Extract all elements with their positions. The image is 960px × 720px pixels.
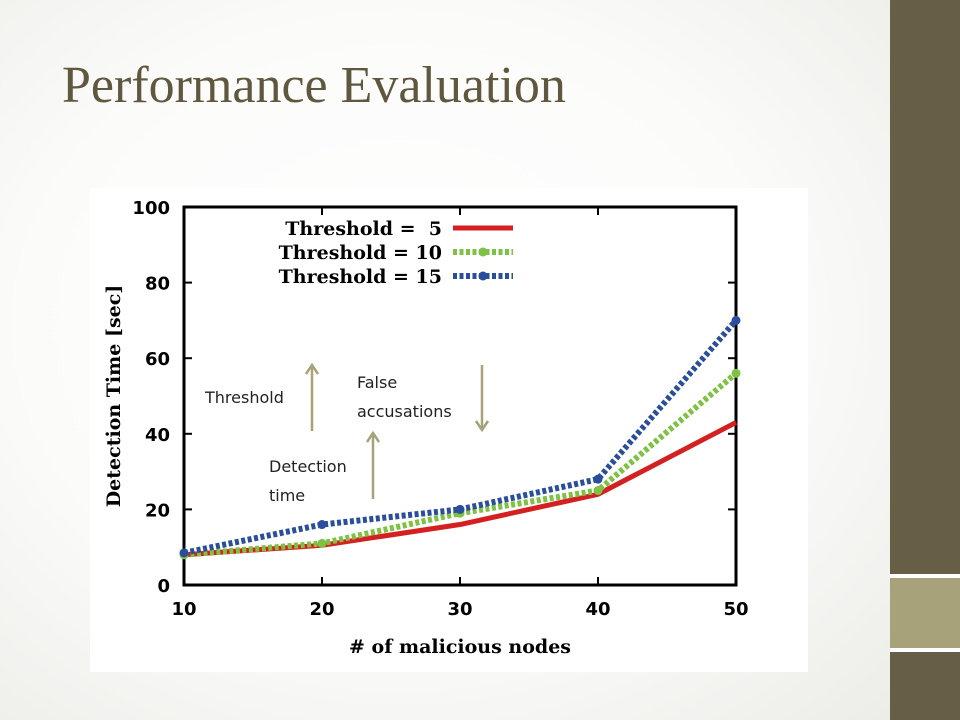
y-tick-label-0: 0 — [157, 576, 170, 597]
legend-label-3: Threshold = 15 — [279, 266, 442, 288]
legend-label-2: Threshold = 10 — [279, 242, 442, 264]
x-tick-label-10: 10 — [171, 599, 196, 620]
series-line-3 — [183, 318, 739, 556]
sidebar-divider-top — [890, 574, 960, 578]
detection-time-annotation: Detection time — [269, 452, 347, 510]
sidebar-accent-block — [890, 578, 960, 648]
slide-title: Performance Evaluation — [62, 57, 566, 114]
legend-marker-2 — [478, 247, 488, 257]
series-2-point-50 — [731, 368, 741, 378]
x-tick-label-50: 50 — [723, 599, 748, 620]
y-tick-label-80: 80 — [145, 274, 170, 295]
sidebar-divider-bottom — [890, 648, 960, 652]
y-tick-label-60: 60 — [145, 349, 170, 370]
series-2-point-40 — [593, 486, 603, 495]
threshold-annotation: Threshold — [205, 383, 284, 412]
x-axis-label: # of malicious nodes — [349, 636, 571, 658]
series-3-point-20 — [317, 520, 327, 530]
x-tick-label-40: 40 — [585, 599, 610, 620]
legend-marker-3 — [478, 271, 488, 281]
threshold-up-arrow-head — [304, 362, 320, 375]
false-accusations-label-line1: False — [357, 373, 398, 392]
series-3-point-40 — [593, 474, 603, 484]
series-3-point-50 — [731, 315, 741, 325]
series-3-point-10 — [179, 548, 189, 558]
detection-time-up-arrow-head — [365, 430, 381, 443]
detection-time-chart: 0 20 40 60 80 100 10 20 30 40 50 # of malicious nod… — [103, 198, 749, 658]
series-3-point-30 — [455, 504, 465, 514]
detection-time-label-line2: time — [269, 486, 306, 505]
false-accusations-annotation: False accusations — [357, 368, 452, 426]
false-accusations-down-arrow — [474, 365, 490, 433]
chart-panel — [90, 188, 808, 672]
detection-time-up-arrow — [365, 430, 381, 499]
y-tick-label-100: 100 — [132, 198, 170, 219]
y-axis-label: Detection Time [sec] — [103, 285, 125, 508]
false-accusations-label-line2: accusations — [357, 402, 452, 421]
x-tick-label-20: 20 — [309, 599, 334, 620]
threshold-up-arrow — [304, 362, 320, 431]
legend-label-1: Threshold = 5 — [285, 218, 442, 240]
false-accusations-down-arrow-head — [474, 420, 490, 433]
threshold-label: Threshold — [205, 388, 284, 407]
x-tick-label-30: 30 — [447, 599, 472, 620]
y-tick-label-20: 20 — [145, 500, 170, 521]
series-2-point-20 — [317, 538, 327, 548]
y-tick-label-40: 40 — [145, 425, 170, 446]
detection-time-label-line1: Detection — [269, 457, 347, 476]
